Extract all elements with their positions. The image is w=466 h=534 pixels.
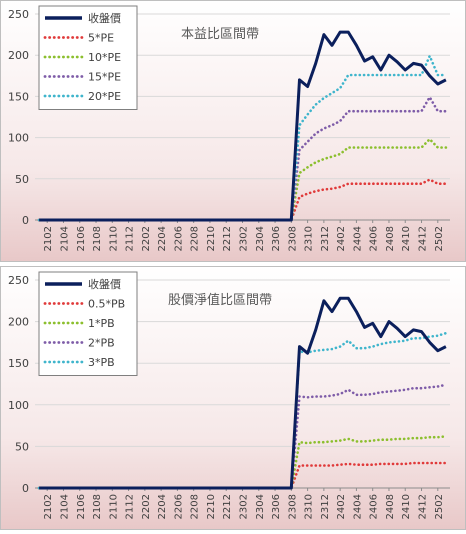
pe-xtick-label: 2312 bbox=[320, 226, 331, 251]
pe-xtick-label: 2406 bbox=[369, 226, 380, 251]
pb-xtick-label: 2204 bbox=[157, 494, 168, 519]
pb-ytick-label: 50 bbox=[15, 440, 29, 453]
pe-xtick-label: 2412 bbox=[418, 226, 429, 251]
pb-band-chart: 0 50 100 150 200 250 2102 2104 2106 2108 2110 2112 2… bbox=[0, 266, 466, 530]
pe-xtick-label: 2308 bbox=[287, 226, 298, 251]
pe-xtick-label: 2112 bbox=[125, 226, 136, 251]
pe-legend-label: 15*PE bbox=[88, 71, 121, 84]
pb-xtick-label: 2306 bbox=[271, 494, 282, 519]
pb-legend-label: 3*PB bbox=[88, 356, 115, 369]
pb-ytick-label: 150 bbox=[8, 357, 29, 370]
pb-xtick-label: 2406 bbox=[369, 494, 380, 519]
pb-ytick-label: 200 bbox=[8, 316, 29, 329]
pe-xtick-label: 2402 bbox=[336, 226, 347, 251]
pb-xtick-label: 2210 bbox=[206, 494, 217, 519]
pb-chart-title: 股價淨值比區間帶 bbox=[168, 292, 272, 308]
pb-xtick-label: 2108 bbox=[92, 494, 103, 519]
pb-xtick-label: 2112 bbox=[125, 494, 136, 519]
pb-xtick-label: 2404 bbox=[352, 494, 363, 519]
pb-xtick-label: 2208 bbox=[190, 494, 201, 519]
pb-legend-label: 1*PB bbox=[88, 317, 115, 330]
pe-xtick-label: 2404 bbox=[352, 226, 363, 251]
pb-xtick-label: 2402 bbox=[336, 494, 347, 519]
pb-xtick-label: 2308 bbox=[287, 494, 298, 519]
pe-xtick-label: 2106 bbox=[76, 226, 87, 251]
pb-xtick-label: 2212 bbox=[222, 494, 233, 519]
pb-ytick-label: 100 bbox=[8, 399, 29, 412]
pb-xtick-label: 2412 bbox=[418, 494, 429, 519]
pb-xtick-label: 2502 bbox=[434, 494, 445, 519]
pb-ytick-label: 0 bbox=[22, 482, 29, 495]
pe-band-chart: 0 50 100 150 200 250 2102 2104 2106 2108 2110 2112 2… bbox=[0, 0, 466, 262]
pe-legend-label: 20*PE bbox=[88, 90, 121, 103]
pb-xtick-label: 2202 bbox=[141, 494, 152, 519]
pe-ytick-label: 100 bbox=[8, 132, 29, 145]
pe-chart-title: 本益比區間帶 bbox=[181, 27, 259, 42]
pe-legend bbox=[38, 5, 138, 110]
pe-ytick-label: 150 bbox=[8, 90, 29, 103]
pb-xtick-label: 2408 bbox=[385, 494, 396, 519]
pe-xtick-label: 2410 bbox=[401, 226, 412, 251]
pe-series-line-0 bbox=[39, 30, 447, 222]
pe-xtick-label: 2310 bbox=[304, 226, 315, 251]
pe-xtick-label: 2202 bbox=[141, 226, 152, 251]
pe-xtick-label: 2204 bbox=[157, 226, 168, 251]
pb-xtick-label: 2104 bbox=[59, 494, 70, 519]
pe-band-chart-svg: 0 50 100 150 200 250 2102 2104 2106 2108 2110 2112 2… bbox=[0, 0, 466, 262]
pe-xtick-label: 2212 bbox=[222, 226, 233, 251]
pe-xtick-label: 2110 bbox=[108, 226, 119, 251]
pe-ytick-label: 50 bbox=[15, 173, 29, 186]
pe-xtick-label: 2102 bbox=[43, 226, 54, 251]
pe-xtick-label: 2304 bbox=[255, 226, 266, 251]
pe-legend-label: 10*PE bbox=[88, 51, 121, 64]
pb-ytick-label: 250 bbox=[8, 274, 29, 287]
pb-legend-label: 2*PB bbox=[88, 337, 115, 350]
pb-xtick-label: 2310 bbox=[304, 494, 315, 519]
pe-xtick-label: 2210 bbox=[206, 226, 217, 251]
pe-ytick-label: 0 bbox=[22, 214, 29, 227]
pe-xtick-label: 2408 bbox=[385, 226, 396, 251]
pe-legend-label: 收盤價 bbox=[88, 11, 121, 25]
pb-xtick-label: 2302 bbox=[239, 494, 250, 519]
pe-xtick-label: 2208 bbox=[190, 226, 201, 251]
pb-xtick-label: 2102 bbox=[43, 494, 54, 519]
pe-legend-label: 5*PE bbox=[88, 32, 114, 45]
pb-xtick-label: 2410 bbox=[401, 494, 412, 519]
pe-xtick-label: 2306 bbox=[271, 226, 282, 251]
pe-xtick-label: 2104 bbox=[59, 226, 70, 251]
pb-xtick-label: 2206 bbox=[173, 494, 184, 519]
pe-ytick-label: 250 bbox=[8, 8, 29, 21]
pb-series-line-0 bbox=[39, 296, 447, 490]
pe-xtick-label: 2502 bbox=[434, 226, 445, 251]
pb-legend-label: 收盤價 bbox=[88, 277, 121, 291]
pb-legend-label: 0.5*PB bbox=[88, 298, 125, 311]
pe-xtick-label: 2108 bbox=[92, 226, 103, 251]
pb-band-chart-svg: 0 50 100 150 200 250 2102 2104 2106 2108 2110 2112 2… bbox=[0, 266, 466, 530]
pb-xtick-label: 2110 bbox=[108, 494, 119, 519]
pe-xtick-label: 2302 bbox=[239, 226, 250, 251]
pb-xtick-label: 2304 bbox=[255, 494, 266, 519]
pb-xtick-label: 2106 bbox=[76, 494, 87, 519]
pe-xtick-label: 2206 bbox=[173, 226, 184, 251]
pe-ytick-label: 200 bbox=[8, 49, 29, 62]
pb-xtick-label: 2312 bbox=[320, 494, 331, 519]
